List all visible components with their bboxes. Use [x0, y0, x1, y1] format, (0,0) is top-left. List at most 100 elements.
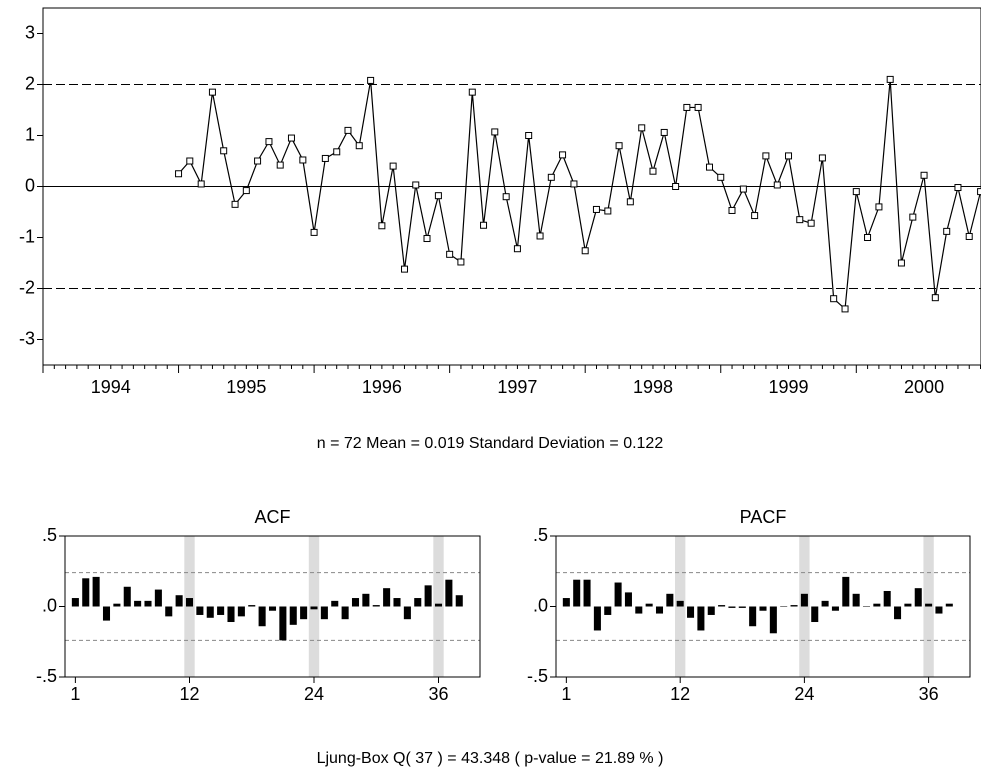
- x-tick-label: 1: [70, 684, 80, 704]
- bar: [424, 585, 432, 607]
- bar: [414, 598, 422, 607]
- series-line: [178, 79, 981, 311]
- data-point: [751, 212, 759, 220]
- bar: [687, 606, 695, 618]
- data-point: [965, 232, 973, 240]
- panel-title: PACF: [740, 507, 787, 527]
- bar: [434, 603, 443, 607]
- y-tick-label: -.5: [36, 666, 57, 686]
- data-point: [186, 157, 194, 165]
- bar: [873, 603, 881, 607]
- data-point: [875, 203, 883, 211]
- data-point: [231, 200, 239, 208]
- data-point: [785, 152, 793, 160]
- data-point: [491, 128, 499, 136]
- bar: [351, 598, 360, 607]
- data-point: [615, 142, 623, 150]
- data-point: [299, 156, 307, 164]
- data-point: [423, 235, 431, 243]
- data-point: [321, 154, 329, 162]
- summary-note: n = 72 Mean = 0.019 Standard Deviation =…: [317, 435, 664, 452]
- data-point: [660, 128, 668, 136]
- bar: [604, 606, 612, 615]
- data-point: [818, 154, 826, 162]
- bar: [925, 603, 933, 607]
- data-point: [536, 232, 544, 240]
- data-point: [401, 265, 409, 273]
- data-point: [220, 147, 228, 155]
- y-tick-label: 0: [25, 175, 35, 195]
- bar: [904, 603, 912, 607]
- bar: [154, 589, 162, 607]
- x-tick-label: 1997: [497, 377, 537, 397]
- bar: [883, 590, 891, 607]
- data-point: [728, 206, 736, 214]
- bar: [759, 606, 767, 611]
- bar: [144, 600, 152, 607]
- data-point: [242, 187, 250, 195]
- data-point: [355, 142, 363, 150]
- data-point: [570, 180, 578, 188]
- bar: [71, 598, 79, 607]
- x-tick-label: 36: [428, 684, 448, 704]
- bar: [831, 606, 839, 611]
- x-tick-label: 12: [179, 684, 199, 704]
- bar: [383, 588, 391, 607]
- bar: [852, 593, 860, 607]
- bar: [676, 600, 684, 607]
- data-point: [638, 124, 646, 132]
- data-point: [694, 103, 702, 111]
- x-tick-label: 1995: [226, 377, 266, 397]
- data-point: [434, 192, 442, 200]
- data-point: [197, 180, 205, 188]
- data-point: [559, 151, 567, 159]
- bar: [614, 582, 622, 607]
- data-point: [592, 205, 600, 213]
- bar: [217, 606, 225, 615]
- data-point: [446, 250, 454, 258]
- data-point: [886, 75, 894, 83]
- y-tick-label: .5: [533, 525, 548, 545]
- bar: [175, 595, 183, 607]
- data-point: [852, 188, 860, 196]
- data-point: [208, 88, 216, 96]
- bar: [300, 606, 308, 620]
- data-point: [581, 247, 589, 255]
- data-point: [683, 103, 691, 111]
- data-point: [513, 245, 521, 253]
- x-tick-label: 24: [794, 684, 814, 704]
- data-point: [344, 126, 352, 134]
- bar: [666, 593, 674, 607]
- data-point: [525, 132, 533, 139]
- data-point: [739, 185, 747, 193]
- bar: [82, 578, 90, 607]
- bar: [894, 606, 902, 620]
- data-point: [367, 76, 375, 84]
- data-point: [254, 157, 262, 165]
- bar: [258, 606, 266, 627]
- bar: [697, 606, 705, 631]
- data-point: [864, 234, 872, 241]
- data-point: [705, 163, 713, 171]
- bar: [237, 606, 245, 617]
- x-tick-label: 1999: [768, 377, 808, 397]
- bar: [134, 600, 142, 607]
- bar: [393, 598, 401, 607]
- bar: [455, 595, 463, 607]
- data-point: [943, 227, 951, 235]
- bar: [821, 600, 829, 607]
- y-tick-label: -1: [19, 226, 35, 246]
- data-point: [412, 181, 420, 189]
- bar: [645, 603, 653, 607]
- x-tick-label: 1: [561, 684, 571, 704]
- bar: [331, 600, 339, 607]
- data-point: [457, 258, 465, 266]
- y-tick-label: -.5: [527, 666, 548, 686]
- data-point: [931, 294, 939, 302]
- bar: [800, 593, 808, 607]
- x-tick-label: 1996: [362, 377, 402, 397]
- bar: [362, 593, 370, 607]
- bar: [780, 606, 788, 607]
- data-point: [265, 138, 273, 146]
